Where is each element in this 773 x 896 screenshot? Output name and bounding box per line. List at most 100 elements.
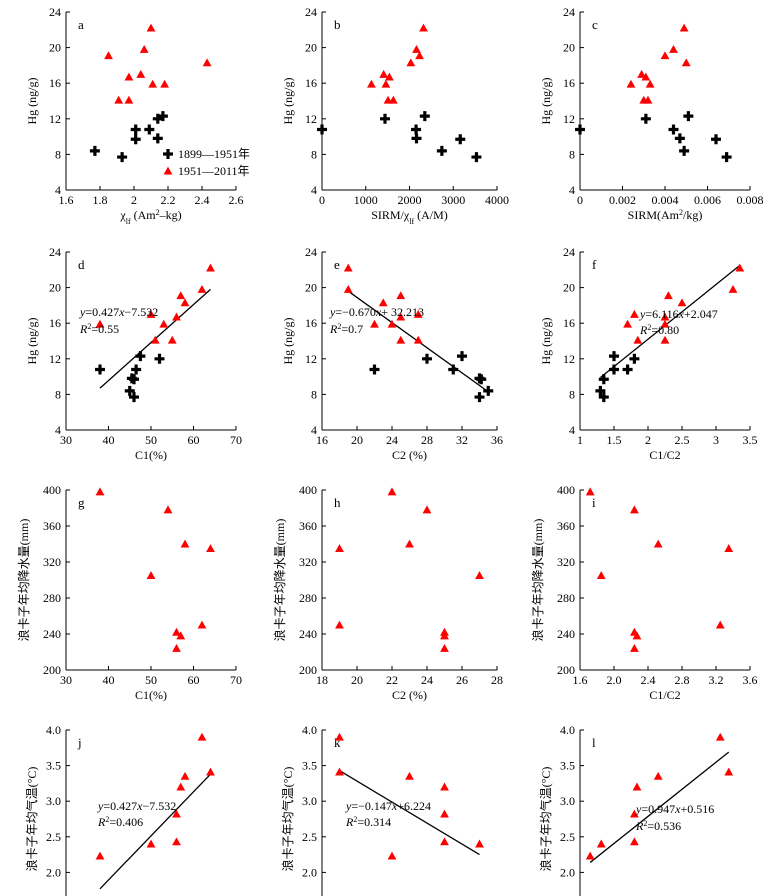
data-point-triangle [724,767,734,776]
axis-label: C2 (%) [392,448,427,462]
y-tick-label: 320 [557,555,575,569]
y-tick-label: 8 [55,387,61,401]
regression-equation: y=0.427x−7.532 [97,799,176,813]
data-point-cross [598,392,609,403]
trendline [589,751,730,863]
y-tick-label: 3.0 [46,794,61,808]
axis-label: 浪卡子年均气温(°C) [538,767,553,872]
axis-label: 浪卡子年均降水量(mm) [272,519,287,642]
data-point-triangle [160,79,169,88]
x-tick-label: 30 [60,433,72,447]
data-point-triangle [630,505,639,514]
r-squared: R2=0.314 [345,815,391,830]
data-point-triangle [159,319,169,328]
data-point-cross [154,353,165,364]
data-point-triangle [440,631,449,640]
data-point-triangle [664,291,673,300]
data-point-triangle [114,95,124,104]
data-point-triangle [405,539,414,548]
data-point-triangle [172,312,181,321]
x-tick-label: 3 [713,433,719,447]
y-tick-label: 4.0 [560,723,575,737]
data-point-cross [668,124,679,135]
data-point-triangle [180,539,190,548]
data-point-triangle [596,571,606,580]
axis-label: Hg (ng/g) [25,318,39,365]
data-point-cross [152,113,163,124]
data-point-cross [129,374,139,385]
data-point-cross [436,145,447,156]
data-point-cross [95,364,105,375]
data-point-triangle [596,839,606,848]
y-tick-label: 24 [305,245,317,259]
data-point-triangle [387,487,397,496]
y-tick-label: 360 [557,519,575,533]
y-tick-label: 200 [299,663,317,677]
data-point-triangle [104,51,113,60]
data-point-cross [595,385,606,396]
x-tick-label: 16 [316,433,328,447]
regression-equation: y=0.947x+0.516 [635,802,714,816]
panel-letter: f [592,257,597,272]
data-point-cross [683,111,694,122]
panel-g: 30 40 50 60 70 200 240 280 320 360 400 C1(%) 浪卡子年均降水… [16,483,242,702]
x-tick-label: 1.6 [573,673,588,687]
y-tick-label: 8 [569,387,575,401]
data-point-triangle [335,544,344,553]
panel-l: 1.61.82.02.22.42.62.83.03.23.43.61.52.02… [538,723,734,896]
y-tick-label: 280 [43,591,61,605]
data-point-triangle [146,23,156,32]
panel-letter: c [592,17,598,32]
data-point-triangle [176,782,186,791]
data-point-triangle [643,95,653,104]
data-point-cross [711,134,721,145]
y-tick-label: 20 [563,281,575,295]
x-tick-label: 3.2 [709,673,724,687]
panel-letter: k [334,735,341,750]
y-tick-label: 4 [311,183,317,197]
data-point-cross [144,124,155,135]
panel-j: 30405060701.52.02.53.03.54.0C1(%)浪卡子年均气温… [24,723,215,896]
data-point-triangle [335,620,344,629]
y-tick-label: 2.5 [302,830,317,844]
data-point-triangle [677,298,687,307]
x-tick-label: 2.5 [675,433,690,447]
data-point-triangle [150,335,160,344]
x-tick-label: 1.6 [59,193,74,207]
axis-label: C1/C2 [649,448,680,462]
trendline [599,264,741,378]
axis-label: 浪卡子年均降水量(mm) [530,519,545,642]
x-tick-label: 3000 [441,193,465,207]
y-tick-label: 20 [305,41,317,55]
x-tick-label: 0 [319,193,325,207]
data-point-triangle [176,291,186,300]
data-point-cross [124,385,135,396]
legend-label-a: 1899—1951年 [178,147,250,161]
data-point-triangle [381,79,391,88]
x-tick-label: 0.002 [609,193,636,207]
data-point-triangle [585,487,595,496]
axis-label: SIRM/χlf (A/M) [371,208,448,226]
data-point-triangle [172,627,181,636]
data-point-triangle [632,782,642,791]
x-tick-label: 2.0 [607,673,622,687]
data-point-triangle [632,631,642,640]
data-point-triangle [422,505,432,514]
data-point-triangle [206,263,215,272]
x-tick-label: 28 [421,433,433,447]
axis-label: C1(%) [135,688,167,702]
data-point-triangle [180,298,190,307]
data-point-cross [448,364,459,375]
panel-letter: b [334,17,341,32]
panel-letter: e [334,257,340,272]
y-tick-label: 4 [55,183,61,197]
y-tick-label: 2.0 [302,865,317,879]
data-point-cross [457,351,467,362]
axis-label: Hg (ng/g) [281,318,295,365]
x-tick-label: 36 [491,433,503,447]
x-tick-label: 1.5 [607,433,622,447]
data-point-cross [422,353,432,364]
data-point-cross [471,152,482,163]
panel-k: 1820222426281.52.02.53.03.54.0C2 (%)浪卡子年… [280,723,484,896]
